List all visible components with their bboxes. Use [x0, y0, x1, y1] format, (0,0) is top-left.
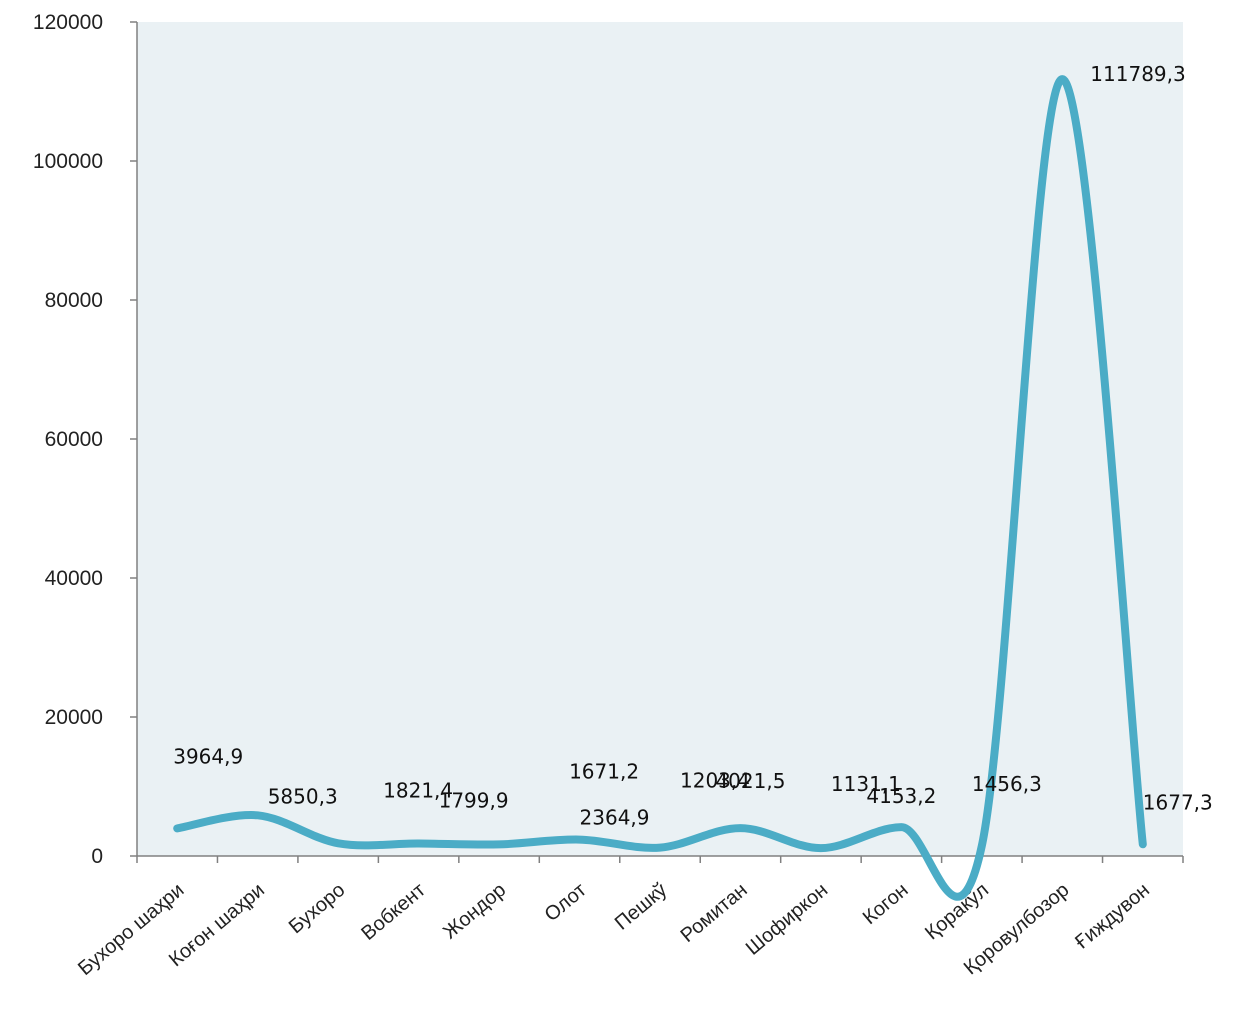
- data-label: 1203,4: [680, 769, 750, 793]
- data-label: 1456,3: [972, 772, 1042, 796]
- data-label: 1799,9: [439, 788, 509, 812]
- plot-area: [137, 22, 1183, 856]
- x-tick-label: Ромитан: [677, 879, 752, 947]
- y-tick-label: 40000: [45, 567, 103, 590]
- data-label: 1821,4: [383, 778, 453, 802]
- x-tick-label: Когон: [859, 879, 913, 929]
- y-tick-label: 0: [91, 845, 103, 868]
- y-axis: 0 20000 40000 60000 80000 100000 120000: [33, 11, 138, 868]
- x-tick-label: Олот: [541, 879, 591, 926]
- x-tick-label: Бухоро шаҳри: [74, 879, 188, 980]
- x-tick-label: Вобкент: [357, 879, 430, 945]
- x-tick-label: Жондор: [439, 879, 510, 944]
- data-label: 4021,5: [715, 769, 785, 793]
- y-tick-label: 20000: [45, 706, 103, 729]
- x-tick-label: Ғиждувон: [1070, 879, 1154, 954]
- x-tick-label: Пешкў: [611, 879, 671, 935]
- data-label: 111789,3: [1090, 62, 1185, 86]
- y-tick-label: 60000: [45, 428, 103, 451]
- y-tick-label: 100000: [33, 150, 103, 173]
- x-tick-label: Қоракўл: [921, 879, 993, 944]
- data-label: 1677,3: [1143, 790, 1213, 814]
- y-tick-label: 120000: [33, 11, 103, 34]
- x-tick-label: Шофиркон: [742, 879, 832, 960]
- data-label: 1671,2: [569, 759, 639, 783]
- x-tick-label: Бухоро: [285, 879, 350, 938]
- data-label: 2364,9: [580, 806, 650, 830]
- y-tick-label: 80000: [45, 289, 103, 312]
- data-label: 3964,9: [173, 744, 243, 768]
- series-line: [173, 75, 1147, 901]
- data-label: 4153,2: [866, 784, 936, 808]
- data-label: 5850,3: [268, 784, 338, 808]
- data-label: 1131,1: [831, 772, 901, 796]
